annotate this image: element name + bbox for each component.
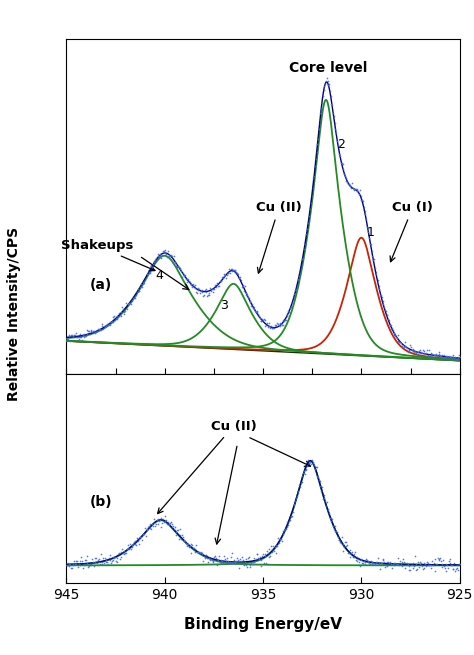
Text: Relative Intensity/CPS: Relative Intensity/CPS [7,227,21,402]
Text: Cu (II): Cu (II) [256,202,301,273]
Text: 1: 1 [366,227,374,239]
Text: (b): (b) [90,495,113,510]
Text: 4: 4 [155,269,163,282]
Text: Cu (II): Cu (II) [158,420,256,514]
Text: (a): (a) [90,278,112,291]
Text: Binding Energy/eV: Binding Energy/eV [184,617,342,632]
Text: Cu (I): Cu (I) [390,202,433,262]
Text: 3: 3 [220,299,228,312]
Text: Shakeups: Shakeups [61,239,155,271]
Text: Core level: Core level [289,62,367,75]
Text: 2: 2 [337,138,345,151]
